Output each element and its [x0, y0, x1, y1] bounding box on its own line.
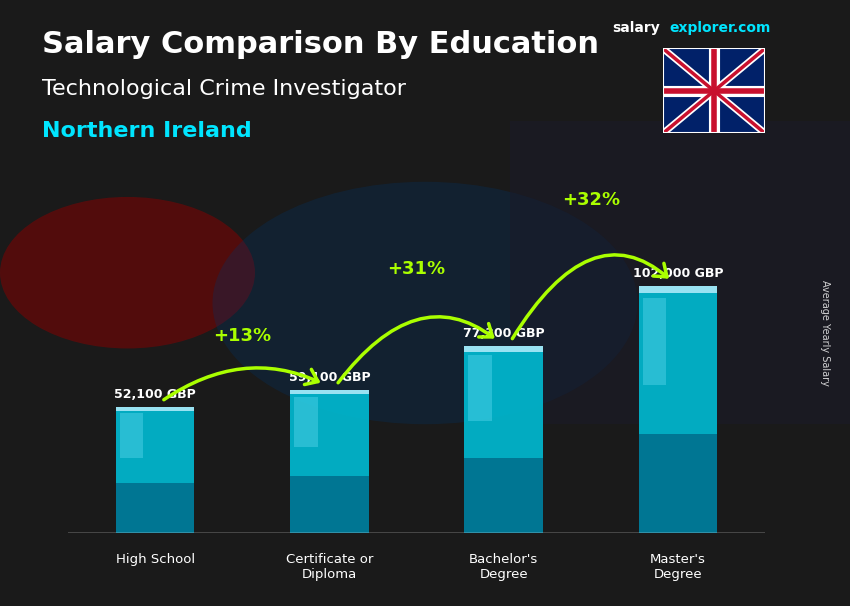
Text: explorer.com: explorer.com	[670, 21, 771, 35]
FancyArrowPatch shape	[338, 317, 493, 383]
FancyArrowPatch shape	[164, 368, 318, 400]
Text: 52,100 GBP: 52,100 GBP	[114, 388, 196, 401]
FancyBboxPatch shape	[638, 286, 717, 293]
FancyBboxPatch shape	[638, 435, 717, 533]
Text: Bachelor's
Degree: Bachelor's Degree	[469, 553, 538, 581]
FancyBboxPatch shape	[638, 286, 717, 533]
FancyBboxPatch shape	[116, 407, 195, 411]
Text: High School: High School	[116, 553, 195, 565]
FancyBboxPatch shape	[294, 397, 318, 447]
Text: Salary Comparison By Education: Salary Comparison By Education	[42, 30, 599, 59]
Bar	[510, 121, 850, 424]
FancyBboxPatch shape	[120, 413, 144, 458]
Text: +32%: +32%	[562, 191, 620, 210]
Ellipse shape	[0, 197, 255, 348]
FancyBboxPatch shape	[468, 355, 492, 421]
Text: Northern Ireland: Northern Ireland	[42, 121, 252, 141]
Text: +31%: +31%	[388, 260, 445, 278]
Ellipse shape	[212, 182, 638, 424]
FancyArrowPatch shape	[513, 255, 667, 339]
FancyBboxPatch shape	[116, 407, 195, 533]
Text: Master's
Degree: Master's Degree	[650, 553, 706, 581]
FancyBboxPatch shape	[643, 298, 666, 385]
FancyBboxPatch shape	[290, 390, 369, 533]
FancyBboxPatch shape	[464, 458, 543, 533]
Text: Technological Crime Investigator: Technological Crime Investigator	[42, 79, 406, 99]
Text: Certificate or
Diploma: Certificate or Diploma	[286, 553, 373, 581]
Text: +13%: +13%	[213, 327, 271, 345]
FancyBboxPatch shape	[290, 390, 369, 395]
Text: 59,100 GBP: 59,100 GBP	[288, 371, 371, 384]
FancyBboxPatch shape	[290, 476, 369, 533]
FancyBboxPatch shape	[464, 346, 543, 351]
FancyBboxPatch shape	[116, 483, 195, 533]
Text: 102,000 GBP: 102,000 GBP	[632, 267, 723, 280]
FancyBboxPatch shape	[464, 346, 543, 533]
Text: 77,300 GBP: 77,300 GBP	[462, 327, 545, 340]
Text: salary: salary	[612, 21, 660, 35]
Text: Average Yearly Salary: Average Yearly Salary	[819, 281, 830, 386]
